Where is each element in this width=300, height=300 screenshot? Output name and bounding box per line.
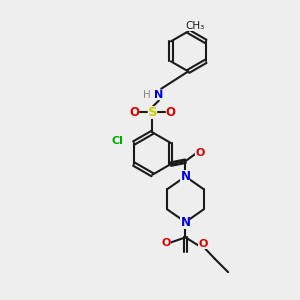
Text: CH₃: CH₃ <box>185 21 204 31</box>
Text: S: S <box>148 106 157 119</box>
Text: Cl: Cl <box>112 136 124 146</box>
Text: O: O <box>162 238 171 248</box>
Text: O: O <box>166 106 176 119</box>
Text: N: N <box>180 170 190 183</box>
Text: N: N <box>154 90 164 100</box>
Text: O: O <box>198 239 208 250</box>
Text: O: O <box>129 106 139 119</box>
Text: N: N <box>180 216 190 229</box>
Text: O: O <box>196 148 205 158</box>
Text: H: H <box>143 90 151 100</box>
